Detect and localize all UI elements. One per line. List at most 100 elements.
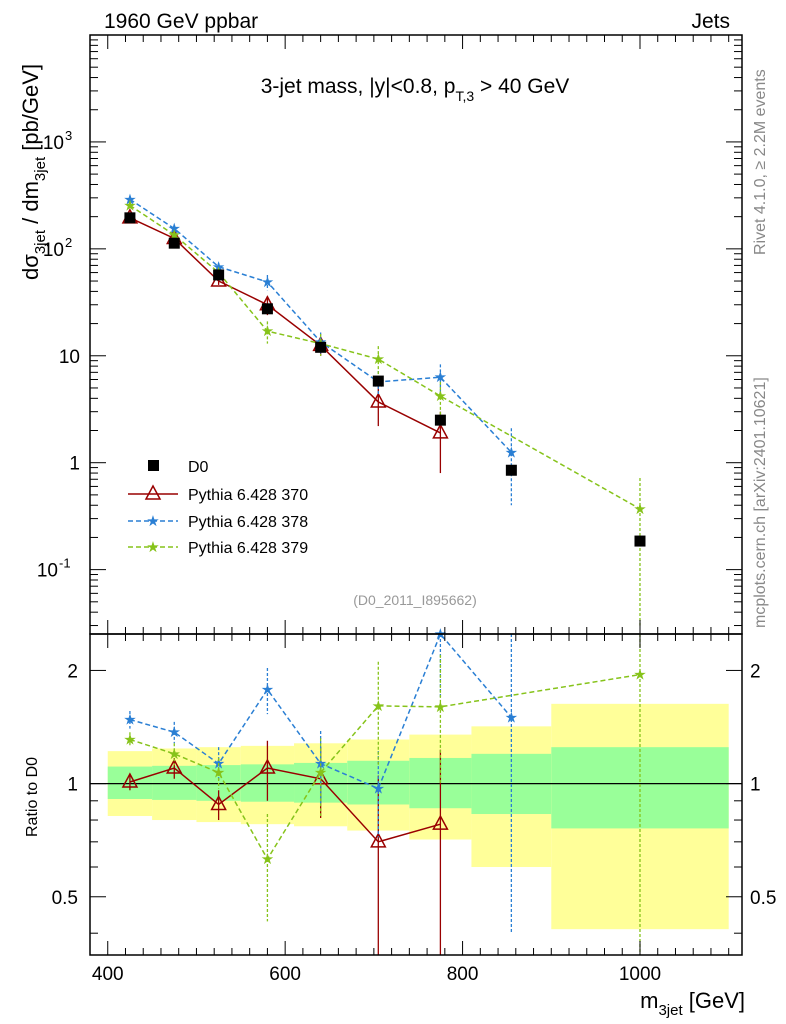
marker-p379: ★ — [314, 765, 327, 782]
main-line-p370 — [129, 217, 441, 434]
marker-p370 — [121, 772, 139, 788]
ratio-line-p379 — [129, 673, 641, 861]
y-tick-label-ratio: 2 — [67, 661, 78, 682]
marker-p379: ★ — [372, 698, 385, 715]
ylabel-sub2: 3jet — [32, 156, 49, 181]
legend-marker-p378: ★ — [146, 513, 159, 530]
title-tail: > 40 GeV — [474, 75, 569, 98]
marker-p379: ★ — [434, 699, 447, 716]
marker-p370 — [259, 758, 276, 774]
title-sub: T,3 — [455, 88, 474, 104]
xlabel-main: m — [640, 988, 658, 1013]
series-p378: ★★★★★★★★★★★★★★★★ — [123, 191, 518, 934]
marker-p378: ★ — [434, 369, 447, 386]
marker-p378: ★ — [261, 681, 274, 698]
marker-p370 — [432, 423, 449, 439]
analysis-id: (D0_2011_I895662) — [353, 592, 477, 608]
marker-p370 — [370, 392, 387, 408]
title-main: 3-jet mass, |y|<0.8, p — [261, 75, 456, 98]
header-right: Jets — [691, 10, 730, 33]
legend-label-p379: Pythia 6.428 379 — [188, 540, 308, 557]
y-tick-label-main: 10 — [37, 561, 58, 582]
ylabel-part2: / dm — [18, 181, 43, 230]
y-tick-label-ratio-right: 2 — [750, 661, 761, 682]
y-tick-label-ratio: 0.5 — [52, 888, 78, 909]
y-tick-label-main: 10 — [59, 347, 80, 368]
legend-marker-p370 — [144, 484, 162, 500]
series-d0 — [124, 212, 646, 547]
data-point-d0 — [372, 375, 384, 387]
ratio-line-p378 — [129, 632, 512, 790]
y-tick-label-ratio-right: 0.5 — [750, 888, 776, 909]
marker-p370 — [210, 794, 227, 811]
ylabel-sub1: 3jet — [32, 229, 49, 254]
marker-p379: ★ — [261, 851, 274, 868]
x-axis-label: m3jet [GeV] — [640, 988, 745, 1019]
y-tick-label-ratio: 1 — [67, 775, 78, 796]
y-tick-label-main: 1 — [69, 454, 80, 475]
marker-p370 — [370, 832, 387, 848]
ratio-frame — [89, 633, 743, 956]
y-tick-exponent: 3 — [65, 128, 72, 143]
marker-p378: ★ — [372, 781, 385, 798]
legend-marker-d0 — [148, 460, 159, 471]
data-point-d0 — [434, 414, 446, 426]
data-point-d0 — [168, 237, 180, 249]
marker-p379: ★ — [123, 732, 136, 749]
marker-p379: ★ — [212, 765, 225, 782]
ylabel-part1: dσ — [18, 254, 43, 280]
marker-p378: ★ — [123, 712, 136, 729]
marker-p378: ★ — [168, 724, 181, 741]
axes-layer — [89, 34, 743, 956]
marker-p378: ★ — [505, 444, 518, 461]
series-p370 — [121, 208, 449, 955]
legend-label-p378: Pythia 6.428 378 — [188, 514, 308, 531]
data-point-d0 — [315, 341, 327, 353]
marker-p379: ★ — [372, 351, 385, 368]
x-tick-label: 800 — [447, 964, 479, 985]
mcplots-label: mcplots.cern.ch [arXiv:2401.10621] — [752, 377, 769, 628]
marker-p370 — [166, 758, 183, 774]
y-tick-exponent: -1 — [59, 556, 71, 571]
x-tick-label: 600 — [269, 964, 301, 985]
marker-p379: ★ — [123, 197, 136, 214]
rivet-label: Rivet 4.1.0, ≥ 2.2M events — [752, 69, 769, 255]
marker-p378: ★ — [123, 191, 136, 208]
marker-p379: ★ — [434, 388, 447, 405]
data-point-d0 — [213, 269, 225, 281]
xlabel-tail: [GeV] — [683, 988, 745, 1013]
data-point-d0 — [505, 464, 517, 476]
y-tick-label-main: 10 — [43, 240, 64, 261]
legend-marker-p379: ★ — [146, 539, 159, 556]
header-left: 1960 GeV ppbar — [104, 10, 258, 33]
marker-p379: ★ — [633, 667, 646, 684]
data-point-d0 — [261, 303, 273, 315]
legend-label-d0: D0 — [188, 459, 209, 476]
main-line-p379 — [129, 204, 641, 510]
y-tick-label-ratio-right: 1 — [750, 775, 761, 796]
data-point-d0 — [124, 212, 136, 224]
marker-p379: ★ — [261, 323, 274, 340]
y-tick-exponent: 2 — [65, 235, 72, 250]
x-tick-label: 1000 — [619, 964, 661, 985]
legend-label-p370: Pythia 6.428 370 — [188, 487, 308, 504]
marker-p379: ★ — [168, 746, 181, 763]
ylabel-part3: [pb/GeV] — [18, 64, 43, 157]
marker-p379: ★ — [633, 501, 646, 518]
legend: D0 Pythia 6.428 370 ★ Pythia 6.428 378 ★… — [128, 459, 308, 557]
xlabel-sub: 3jet — [658, 1002, 683, 1019]
marker-p378: ★ — [505, 709, 518, 726]
plot-title: 3-jet mass, |y|<0.8, pT,3 > 40 GeV — [261, 75, 570, 104]
marker-p370 — [432, 814, 449, 830]
series-layer: ★★★★★★★★★★★★★★★★★★★★★★★★★★★★★★★★ — [121, 191, 647, 955]
x-tick-label: 400 — [92, 964, 124, 985]
data-point-d0 — [634, 535, 646, 547]
ratio-axis-label: Ratio to D0 — [24, 757, 41, 837]
y-axis-label: dσ3jet / dm3jet [pb/GeV] — [18, 64, 49, 280]
ratio-bands — [107, 703, 729, 930]
main-line-p378 — [129, 198, 512, 453]
y-tick-label-main: 10 — [43, 133, 64, 154]
marker-p378: ★ — [261, 274, 274, 291]
